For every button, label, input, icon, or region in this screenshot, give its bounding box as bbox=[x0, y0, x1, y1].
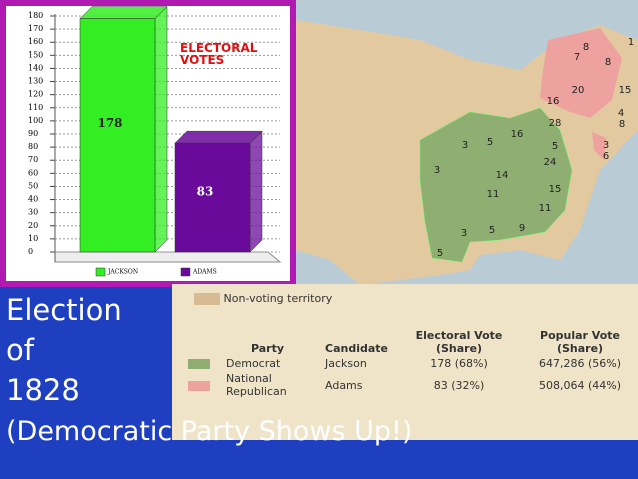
y-tick-label: 10 bbox=[28, 234, 38, 243]
bar-side bbox=[154, 6, 168, 253]
y-tick-label: 110 bbox=[28, 103, 43, 112]
y-tick-label: 90 bbox=[28, 129, 38, 138]
cell: 508,064 (44%) bbox=[538, 378, 622, 392]
state-votes: 3 bbox=[461, 228, 467, 239]
state-votes: 5 bbox=[487, 137, 493, 148]
state-votes: 28 bbox=[549, 118, 562, 129]
y-tick-label: 40 bbox=[28, 195, 38, 204]
cell: Jackson bbox=[325, 357, 367, 370]
results-table: Party Candidate Electoral Vote (Share) Popu… bbox=[180, 328, 638, 399]
bar-top bbox=[174, 130, 263, 144]
y-tick-label: 170 bbox=[28, 24, 43, 33]
non-voting-label: Non-voting territory bbox=[223, 292, 333, 305]
state-votes: 11 bbox=[539, 203, 552, 214]
state-votes: 15 bbox=[619, 85, 632, 96]
y-tick-label: 140 bbox=[28, 63, 43, 72]
state-votes: 3 bbox=[603, 140, 609, 151]
y-tick-label: 50 bbox=[28, 181, 38, 190]
y-tick-label: 60 bbox=[28, 168, 38, 177]
chart-floor bbox=[54, 251, 282, 263]
legend-label: JACKSON bbox=[107, 269, 138, 276]
y-tick-label: 30 bbox=[28, 208, 38, 217]
state-votes: 5 bbox=[437, 248, 443, 259]
y-tick-label: 120 bbox=[28, 90, 43, 99]
slide-line: 1828 bbox=[6, 373, 80, 407]
y-tick-label: 150 bbox=[28, 50, 43, 59]
state-votes: 8 bbox=[619, 119, 625, 130]
header: Party bbox=[250, 342, 285, 355]
cell: National Republican bbox=[226, 372, 287, 398]
swatch bbox=[188, 380, 210, 391]
bar bbox=[174, 130, 263, 253]
legend-swatch bbox=[95, 267, 106, 277]
row: National Republican Adams 83 (32%) 508,064 … bbox=[180, 371, 638, 399]
legend-swatch bbox=[180, 267, 191, 277]
y-tick-label: 20 bbox=[28, 221, 38, 230]
bar-top bbox=[79, 6, 168, 19]
democrat-states bbox=[419, 107, 573, 263]
slide-line: Election bbox=[6, 293, 122, 327]
state-votes: 7 bbox=[574, 52, 580, 63]
slide-line: of bbox=[6, 333, 34, 367]
swatch-cell bbox=[180, 371, 218, 399]
state-votes: 8 bbox=[583, 42, 589, 53]
state-votes: 15 bbox=[549, 184, 562, 195]
chart-title: ELECTORAL VOTES bbox=[180, 41, 258, 67]
y-tick-label: 180 bbox=[28, 11, 43, 20]
swatch bbox=[194, 293, 220, 305]
bar-chart: 0 10 20 30 40 50 60 70 80 90 100 110 120 130 140 150 160… bbox=[0, 0, 296, 287]
swatch-cell bbox=[180, 356, 218, 371]
header: Candidate bbox=[325, 342, 388, 355]
cell: 647,286 (56%) bbox=[538, 357, 622, 370]
legend-panel: Non-voting territory Party Candidate Elect… bbox=[172, 284, 638, 440]
state-votes: 5 bbox=[489, 225, 495, 236]
y-tick-label: 160 bbox=[28, 37, 43, 46]
republican-states bbox=[540, 28, 622, 118]
state-votes: 3 bbox=[434, 165, 440, 176]
legend-label: ADAMS bbox=[192, 269, 217, 276]
bar bbox=[79, 6, 168, 253]
state-votes: 11 bbox=[487, 189, 500, 200]
blank bbox=[180, 328, 218, 356]
state-votes: 4 bbox=[618, 108, 624, 119]
state-votes: 1 bbox=[628, 37, 634, 48]
slide-line: (Democratic Party Shows Up!) bbox=[6, 416, 413, 447]
state-votes: 6 bbox=[603, 151, 609, 162]
state-votes: 16 bbox=[547, 96, 560, 107]
state-votes: 5 bbox=[552, 141, 558, 152]
value-label: 83 bbox=[197, 185, 214, 199]
non-voting-key: Non-voting territory bbox=[194, 292, 332, 305]
state-votes: 9 bbox=[519, 223, 525, 234]
state-votes: 24 bbox=[544, 157, 557, 168]
row: Democrat Jackson 178 (68%) 647,286 (56%) bbox=[180, 356, 638, 371]
cell: 83 (32%) bbox=[433, 378, 485, 392]
bar-front bbox=[174, 142, 251, 253]
header: Popular Vote (Share) bbox=[540, 329, 620, 355]
header: Electoral Vote (Share) bbox=[415, 329, 503, 355]
y-tick-label: 130 bbox=[28, 77, 43, 86]
bar-front bbox=[79, 18, 156, 253]
state-votes: 8 bbox=[605, 57, 611, 68]
state-votes: 3 bbox=[462, 140, 468, 151]
state-votes: 16 bbox=[511, 129, 524, 140]
bar-side bbox=[249, 130, 263, 253]
y-tick-label: 100 bbox=[28, 116, 43, 125]
y-tick-label: 80 bbox=[28, 142, 38, 151]
cell: 178 (68%) bbox=[430, 357, 488, 370]
swatch bbox=[188, 359, 210, 369]
y-tick-label: 70 bbox=[28, 155, 38, 164]
value-label: 178 bbox=[97, 116, 122, 130]
y-tick-label: 0 bbox=[28, 247, 33, 256]
cell: Democrat bbox=[226, 357, 281, 370]
cell: Adams bbox=[325, 378, 363, 392]
state-votes: 14 bbox=[496, 170, 509, 181]
state-votes: 20 bbox=[572, 85, 585, 96]
republican-states bbox=[592, 132, 606, 160]
header-row: Party Candidate Electoral Vote (Share) Popu… bbox=[180, 328, 638, 356]
